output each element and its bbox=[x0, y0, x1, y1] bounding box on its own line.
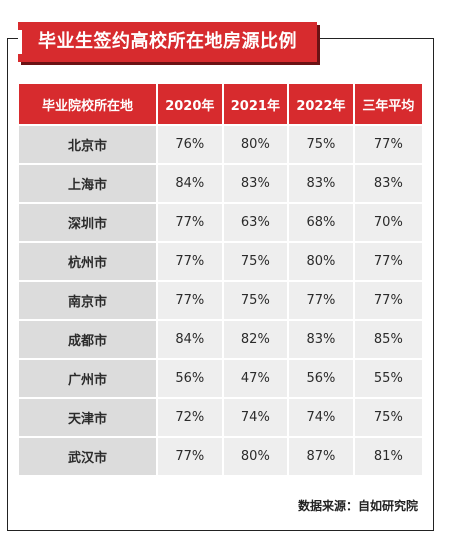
value-cell: 55% bbox=[354, 360, 422, 397]
value-cell: 77% bbox=[158, 204, 222, 241]
value-cell: 83% bbox=[223, 165, 288, 202]
page-title: 毕业生签约高校所在地房源比例 bbox=[18, 22, 317, 62]
value-cell: 82% bbox=[223, 321, 288, 358]
header-location: 毕业院校所在地 bbox=[19, 84, 156, 124]
value-cell: 80% bbox=[223, 438, 288, 475]
table-row: 北京市 76% 80% 75% 77% bbox=[19, 126, 422, 163]
value-cell: 75% bbox=[289, 126, 353, 163]
value-cell: 83% bbox=[354, 165, 422, 202]
value-cell: 77% bbox=[354, 282, 422, 319]
table-row: 南京市 77% 75% 77% 77% bbox=[19, 282, 422, 319]
header-2022: 2022年 bbox=[289, 84, 353, 124]
header-2020: 2020年 bbox=[158, 84, 222, 124]
value-cell: 72% bbox=[158, 399, 222, 436]
value-cell: 70% bbox=[354, 204, 422, 241]
value-cell: 84% bbox=[158, 321, 222, 358]
value-cell: 77% bbox=[158, 282, 222, 319]
table-row: 广州市 56% 47% 56% 55% bbox=[19, 360, 422, 397]
housing-ratio-table: 毕业院校所在地 2020年 2021年 2022年 三年平均 北京市 76% 8… bbox=[17, 82, 424, 477]
city-cell: 深圳市 bbox=[19, 204, 156, 241]
value-cell: 85% bbox=[354, 321, 422, 358]
header-average: 三年平均 bbox=[354, 84, 422, 124]
city-cell: 武汉市 bbox=[19, 438, 156, 475]
city-cell: 杭州市 bbox=[19, 243, 156, 280]
value-cell: 80% bbox=[289, 243, 353, 280]
value-cell: 75% bbox=[223, 282, 288, 319]
value-cell: 83% bbox=[289, 321, 353, 358]
table-row: 上海市 84% 83% 83% 83% bbox=[19, 165, 422, 202]
value-cell: 68% bbox=[289, 204, 353, 241]
table-header-row: 毕业院校所在地 2020年 2021年 2022年 三年平均 bbox=[19, 84, 422, 124]
city-cell: 上海市 bbox=[19, 165, 156, 202]
value-cell: 77% bbox=[354, 243, 422, 280]
value-cell: 47% bbox=[223, 360, 288, 397]
header-2021: 2021年 bbox=[223, 84, 288, 124]
value-cell: 75% bbox=[354, 399, 422, 436]
value-cell: 80% bbox=[223, 126, 288, 163]
value-cell: 56% bbox=[158, 360, 222, 397]
table-row: 杭州市 77% 75% 80% 77% bbox=[19, 243, 422, 280]
city-cell: 成都市 bbox=[19, 321, 156, 358]
value-cell: 77% bbox=[354, 126, 422, 163]
value-cell: 84% bbox=[158, 165, 222, 202]
city-cell: 南京市 bbox=[19, 282, 156, 319]
value-cell: 63% bbox=[223, 204, 288, 241]
value-cell: 77% bbox=[289, 282, 353, 319]
value-cell: 87% bbox=[289, 438, 353, 475]
table-row: 深圳市 77% 63% 68% 70% bbox=[19, 204, 422, 241]
value-cell: 83% bbox=[289, 165, 353, 202]
value-cell: 77% bbox=[158, 243, 222, 280]
table-row: 成都市 84% 82% 83% 85% bbox=[19, 321, 422, 358]
value-cell: 77% bbox=[158, 438, 222, 475]
title-accent-mark bbox=[18, 30, 22, 54]
value-cell: 74% bbox=[289, 399, 353, 436]
city-cell: 天津市 bbox=[19, 399, 156, 436]
value-cell: 81% bbox=[354, 438, 422, 475]
data-source-note: 数据来源：自如研究院 bbox=[297, 499, 418, 513]
table-row: 天津市 72% 74% 74% 75% bbox=[19, 399, 422, 436]
table-row: 武汉市 77% 80% 87% 81% bbox=[19, 438, 422, 475]
value-cell: 76% bbox=[158, 126, 222, 163]
city-cell: 北京市 bbox=[19, 126, 156, 163]
value-cell: 56% bbox=[289, 360, 353, 397]
value-cell: 74% bbox=[223, 399, 288, 436]
value-cell: 75% bbox=[223, 243, 288, 280]
city-cell: 广州市 bbox=[19, 360, 156, 397]
